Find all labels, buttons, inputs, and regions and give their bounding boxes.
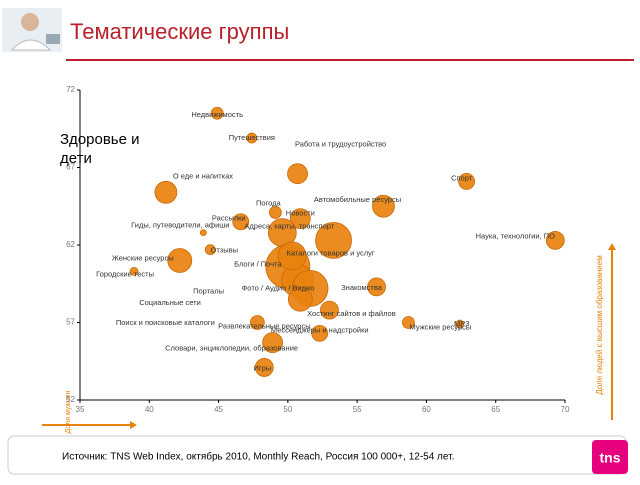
bubble bbox=[204, 244, 216, 256]
logo: tns bbox=[600, 450, 621, 466]
bubble bbox=[167, 248, 193, 273]
chart-title: Тематические группы bbox=[70, 19, 289, 44]
y-axis-label: Доля людей с высшим образованием bbox=[595, 255, 604, 394]
bubble bbox=[254, 358, 274, 377]
plot: 52 57 62 67 72 35 40 45 50 55 60 65 70 Недвижимость Пу… bbox=[66, 85, 570, 414]
bubble bbox=[232, 213, 250, 231]
bubble-label: MP3 bbox=[454, 319, 469, 328]
bubble-label: Фото / Аудио / Видео bbox=[242, 283, 315, 292]
bubble-label: Порталы bbox=[193, 287, 224, 296]
bubble-label: Хостинг сайтов и файлов bbox=[307, 309, 396, 318]
bubble-label: Поиск и поисковые каталоги bbox=[116, 318, 215, 327]
source: Источник: TNS Web Index, октябрь 2010, M… bbox=[62, 451, 454, 463]
bubble-label: Недвижимость bbox=[191, 110, 243, 119]
bubble bbox=[320, 300, 339, 320]
bubble-label: Мессенджеры и надстройки bbox=[271, 325, 369, 334]
annotation-box: Здоровье и дети bbox=[60, 131, 140, 167]
bubble-label: Блоги / Почта bbox=[234, 260, 282, 269]
bubble-label: Новости bbox=[286, 209, 315, 218]
bubble bbox=[402, 316, 415, 329]
y-tick-label: 57 bbox=[66, 318, 75, 327]
bubble bbox=[287, 286, 313, 312]
bubble-label: Женские ресурсы bbox=[112, 253, 174, 262]
bubble bbox=[277, 241, 307, 271]
bubble bbox=[311, 324, 329, 342]
x-tick-label: 45 bbox=[214, 405, 223, 414]
y-tick-label: 67 bbox=[66, 163, 75, 172]
bubble-label: О еде и напитках bbox=[173, 171, 233, 180]
y-tick-label: 62 bbox=[66, 240, 75, 249]
bubble-label: Городские тесты bbox=[96, 269, 154, 278]
bubble bbox=[367, 277, 386, 297]
logo-box bbox=[592, 440, 628, 474]
x-axis-label: Доля мужчин bbox=[65, 390, 72, 433]
y-tick-label: 52 bbox=[66, 395, 75, 404]
bubble bbox=[268, 206, 282, 219]
x-tick-label: 50 bbox=[283, 405, 292, 414]
bubble bbox=[287, 163, 308, 185]
bubble-label: Социальные сети bbox=[139, 298, 201, 307]
bubble bbox=[262, 332, 284, 354]
bubble bbox=[545, 230, 565, 250]
bubble-label: Мужские ресурсы bbox=[410, 322, 472, 331]
bubble-label: Адреса, карты, транспорт bbox=[244, 222, 334, 231]
bubble bbox=[372, 194, 395, 218]
bubble bbox=[210, 106, 224, 120]
bubble bbox=[154, 180, 178, 204]
bubble-label: Путешествия bbox=[229, 133, 275, 142]
bubble bbox=[455, 319, 465, 329]
bubble bbox=[315, 221, 352, 259]
presenter-icon bbox=[2, 8, 62, 52]
bubble-label: Рассылки bbox=[212, 214, 246, 223]
x-tick-label: 70 bbox=[561, 405, 570, 414]
bubble bbox=[458, 173, 476, 190]
bubble bbox=[249, 315, 265, 330]
bubble bbox=[129, 266, 139, 276]
bubble-label: Игры bbox=[253, 363, 271, 372]
bubble-label: Автомобильные ресурсы bbox=[314, 195, 401, 204]
y-tick-label: 72 bbox=[66, 85, 75, 94]
bubble-label: Спорт bbox=[451, 173, 473, 182]
x-arrow-head bbox=[130, 421, 137, 429]
x-tick-label: 35 bbox=[76, 405, 85, 414]
bubble-label: Знакомства bbox=[341, 283, 383, 292]
x-tick-label: 65 bbox=[491, 405, 500, 414]
bubble bbox=[199, 229, 207, 237]
bubble-label: Каталоги товаров и услуг bbox=[287, 248, 375, 257]
bubble-label: Словари, энциклопедии, образование bbox=[165, 344, 298, 353]
bubble-label: Наука, технологии, ПО bbox=[476, 231, 556, 240]
bubble-label: Гиды, путеводители, афиши bbox=[131, 221, 229, 230]
x-tick-label: 55 bbox=[353, 405, 362, 414]
bubble-label: Погода bbox=[256, 198, 282, 207]
y-arrow-head bbox=[608, 243, 616, 250]
bubble-label: Работа и трудоустройство bbox=[295, 140, 386, 149]
bubble-label: Отзывы bbox=[211, 246, 238, 255]
annotation: Здоровье и дети bbox=[60, 131, 140, 167]
bubble bbox=[246, 132, 258, 144]
x-tick-label: 60 bbox=[422, 405, 431, 414]
x-tick-label: 40 bbox=[145, 405, 154, 414]
bubble bbox=[289, 208, 311, 230]
bubble-label: Развлекательные ресурсы bbox=[218, 321, 311, 330]
